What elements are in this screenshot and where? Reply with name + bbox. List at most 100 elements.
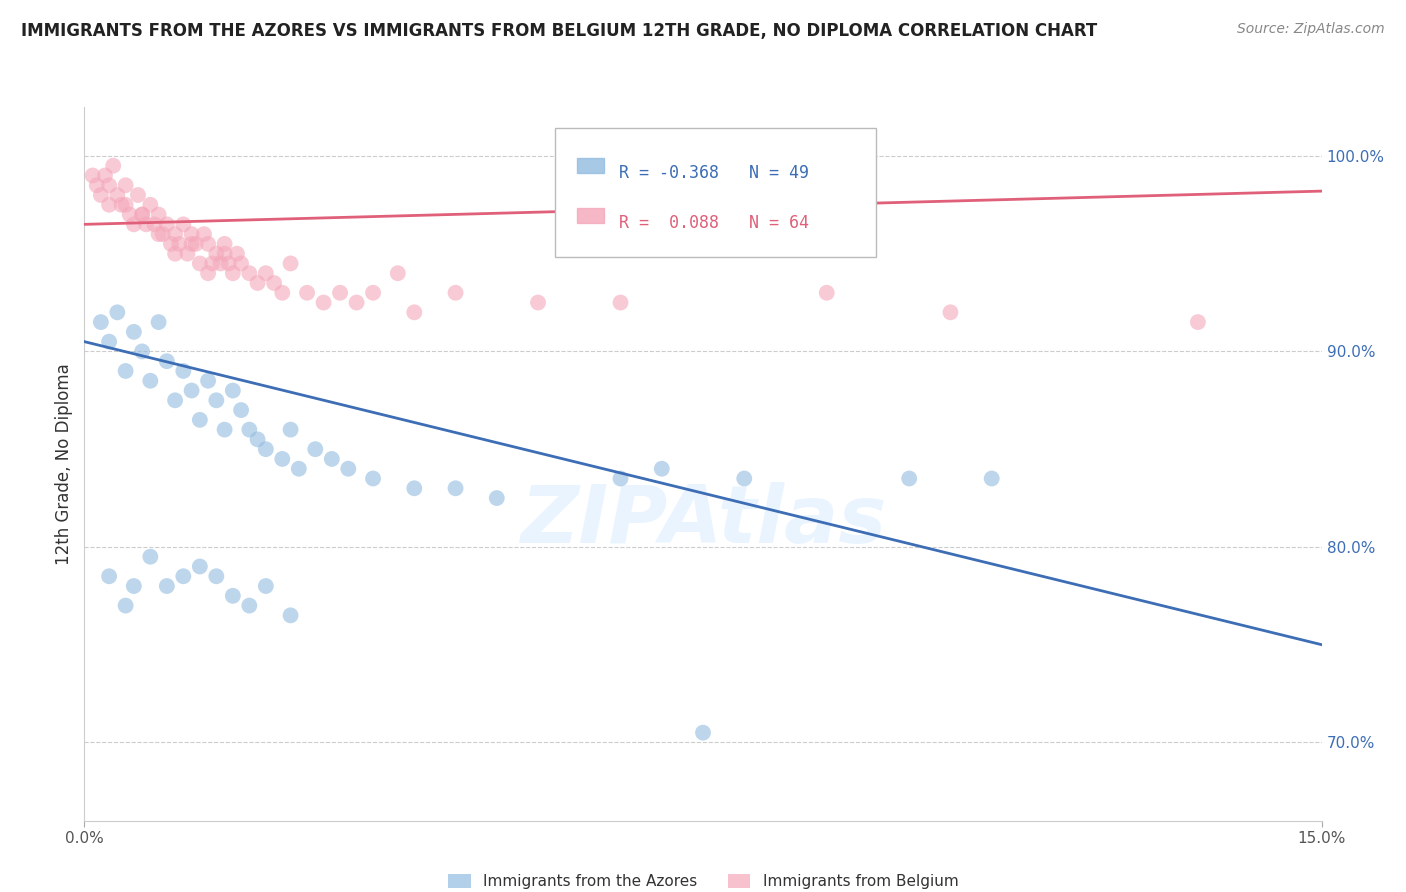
Point [152, 227, 174, 241]
Point [692, 725, 714, 739]
Point [98, 198, 121, 212]
Point [86, 178, 108, 193]
Point [229, 256, 252, 270]
Point [156, 354, 179, 368]
Point [238, 266, 260, 280]
Point [131, 208, 153, 222]
Point [361, 285, 384, 300]
Point [176, 246, 198, 260]
Point [94, 169, 117, 183]
Point [609, 471, 631, 485]
Point [148, 315, 170, 329]
Point [114, 178, 136, 193]
Point [98, 178, 121, 193]
Point [188, 256, 211, 270]
Point [122, 218, 145, 232]
Point [246, 276, 269, 290]
Bar [576, 158, 605, 173]
Point [131, 344, 153, 359]
Point [103, 159, 125, 173]
Point [222, 384, 245, 398]
Point [733, 471, 755, 485]
Point [444, 481, 467, 495]
Point [346, 295, 368, 310]
Point [188, 559, 211, 574]
Y-axis label: 12th Grade, No Diploma: 12th Grade, No Diploma [55, 363, 73, 565]
Point [197, 374, 219, 388]
Point [361, 471, 384, 485]
Point [609, 295, 631, 310]
Point [271, 285, 294, 300]
Text: Source: ZipAtlas.com: Source: ZipAtlas.com [1237, 22, 1385, 37]
Bar [576, 208, 605, 223]
Point [254, 266, 277, 280]
Point [222, 589, 245, 603]
Point [280, 423, 302, 437]
Point [280, 256, 302, 270]
Point [329, 285, 352, 300]
Point [485, 491, 508, 505]
Point [118, 208, 141, 222]
Point [193, 227, 215, 241]
Point [205, 393, 228, 408]
Point [271, 452, 294, 467]
Point [148, 208, 170, 222]
Point [527, 295, 550, 310]
Point [444, 285, 467, 300]
Point [172, 364, 194, 378]
Point [139, 374, 162, 388]
Point [321, 452, 343, 467]
Point [114, 198, 136, 212]
Point [90, 188, 112, 202]
Text: R =  0.088   N = 64: R = 0.088 N = 64 [619, 214, 808, 232]
Point [201, 256, 224, 270]
FancyBboxPatch shape [554, 128, 876, 257]
Point [254, 579, 277, 593]
Point [312, 295, 335, 310]
Point [254, 442, 277, 457]
Point [205, 569, 228, 583]
Point [135, 218, 157, 232]
Point [160, 236, 183, 251]
Point [295, 285, 318, 300]
Point [214, 236, 236, 251]
Point [238, 599, 260, 613]
Point [209, 256, 232, 270]
Point [148, 227, 170, 241]
Point [122, 579, 145, 593]
Point [218, 256, 240, 270]
Point [90, 315, 112, 329]
Point [246, 433, 269, 447]
Legend: Immigrants from the Azores, Immigrants from Belgium: Immigrants from the Azores, Immigrants f… [441, 868, 965, 892]
Point [939, 305, 962, 319]
Point [1187, 315, 1209, 329]
Point [980, 471, 1002, 485]
Point [229, 403, 252, 417]
Point [238, 423, 260, 437]
Point [263, 276, 285, 290]
Point [197, 266, 219, 280]
Point [139, 549, 162, 564]
Point [82, 169, 104, 183]
Point [184, 236, 207, 251]
Point [188, 413, 211, 427]
Point [226, 246, 249, 260]
Point [165, 227, 187, 241]
Point [222, 266, 245, 280]
Point [110, 198, 132, 212]
Point [143, 218, 166, 232]
Point [387, 266, 409, 280]
Point [156, 218, 179, 232]
Point [214, 246, 236, 260]
Point [337, 461, 360, 475]
Point [127, 188, 149, 202]
Point [280, 608, 302, 623]
Point [172, 569, 194, 583]
Point [156, 579, 179, 593]
Point [165, 393, 187, 408]
Point [165, 246, 187, 260]
Point [105, 305, 128, 319]
Point [122, 325, 145, 339]
Point [898, 471, 921, 485]
Point [288, 461, 311, 475]
